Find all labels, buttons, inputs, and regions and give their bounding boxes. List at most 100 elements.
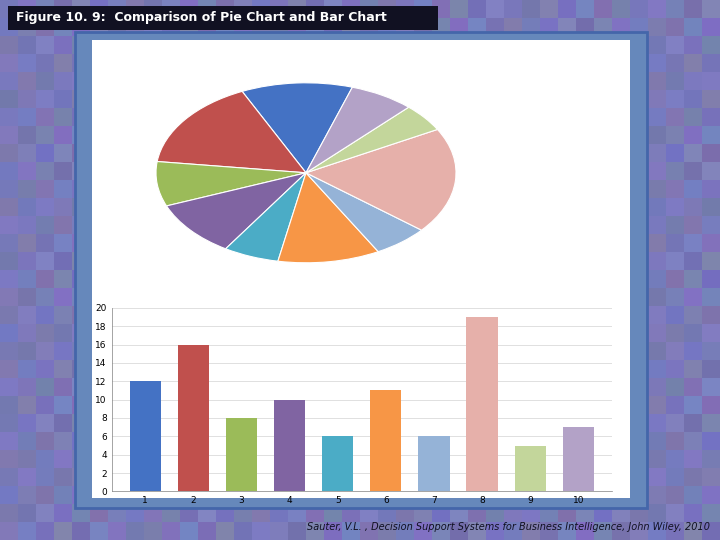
Bar (612, 90, 630, 108)
Bar (486, 450, 504, 468)
Bar (522, 396, 540, 414)
Bar (72, 450, 90, 468)
Bar (342, 522, 360, 540)
Bar (378, 486, 396, 504)
Bar (594, 288, 612, 306)
Bar (666, 468, 684, 486)
Bar (252, 432, 270, 450)
Bar (702, 198, 720, 216)
Bar (522, 270, 540, 288)
Bar (72, 54, 90, 72)
Bar (486, 504, 504, 522)
Bar (684, 126, 702, 144)
Bar (432, 90, 450, 108)
Bar (468, 414, 486, 432)
Bar (306, 162, 324, 180)
Bar (558, 522, 576, 540)
Bar (666, 18, 684, 36)
Bar (108, 144, 126, 162)
Bar (540, 144, 558, 162)
Bar (144, 18, 162, 36)
Bar (234, 234, 252, 252)
Bar (252, 18, 270, 36)
Bar (414, 162, 432, 180)
Bar (72, 432, 90, 450)
Bar (198, 396, 216, 414)
Bar (522, 126, 540, 144)
Bar (486, 396, 504, 414)
Bar (126, 54, 144, 72)
Bar (612, 342, 630, 360)
Bar (234, 126, 252, 144)
Bar (36, 108, 54, 126)
Bar (522, 432, 540, 450)
Bar (360, 288, 378, 306)
Bar (414, 324, 432, 342)
Bar (540, 252, 558, 270)
Bar (108, 414, 126, 432)
Bar (450, 18, 468, 36)
Bar (432, 198, 450, 216)
Bar (72, 342, 90, 360)
Bar (378, 414, 396, 432)
Bar (540, 306, 558, 324)
Bar (666, 198, 684, 216)
Bar (54, 396, 72, 414)
Bar (72, 324, 90, 342)
Bar (378, 90, 396, 108)
Bar (666, 252, 684, 270)
Bar (414, 90, 432, 108)
Bar (540, 126, 558, 144)
Bar (540, 324, 558, 342)
Bar (432, 522, 450, 540)
Bar (486, 0, 504, 18)
Bar (270, 54, 288, 72)
Bar (234, 216, 252, 234)
Bar (504, 126, 522, 144)
Bar (18, 144, 36, 162)
Bar (234, 54, 252, 72)
Bar (126, 252, 144, 270)
Bar (418, 436, 449, 491)
Bar (702, 234, 720, 252)
Bar (702, 360, 720, 378)
Bar (522, 522, 540, 540)
Bar (198, 216, 216, 234)
Bar (162, 0, 180, 18)
Bar (342, 234, 360, 252)
Bar (162, 270, 180, 288)
Bar (18, 126, 36, 144)
Bar (288, 414, 306, 432)
Bar (324, 216, 342, 234)
Bar (180, 36, 198, 54)
Bar (144, 180, 162, 198)
Bar (576, 396, 594, 414)
Bar (576, 0, 594, 18)
Bar (648, 216, 666, 234)
Bar (90, 162, 108, 180)
Bar (90, 36, 108, 54)
Bar (540, 216, 558, 234)
Bar (432, 468, 450, 486)
Bar (630, 270, 648, 288)
Bar (90, 342, 108, 360)
Bar (450, 450, 468, 468)
Bar (252, 486, 270, 504)
Bar (486, 342, 504, 360)
Bar (252, 126, 270, 144)
Bar (18, 18, 36, 36)
Bar (90, 306, 108, 324)
Bar (252, 396, 270, 414)
Bar (270, 270, 288, 288)
Bar (450, 342, 468, 360)
Bar (288, 144, 306, 162)
Bar (360, 234, 378, 252)
Bar (450, 144, 468, 162)
Bar (432, 252, 450, 270)
Bar (648, 180, 666, 198)
Bar (612, 216, 630, 234)
Bar (0, 378, 18, 396)
Bar (558, 180, 576, 198)
Bar (612, 180, 630, 198)
Bar (648, 324, 666, 342)
